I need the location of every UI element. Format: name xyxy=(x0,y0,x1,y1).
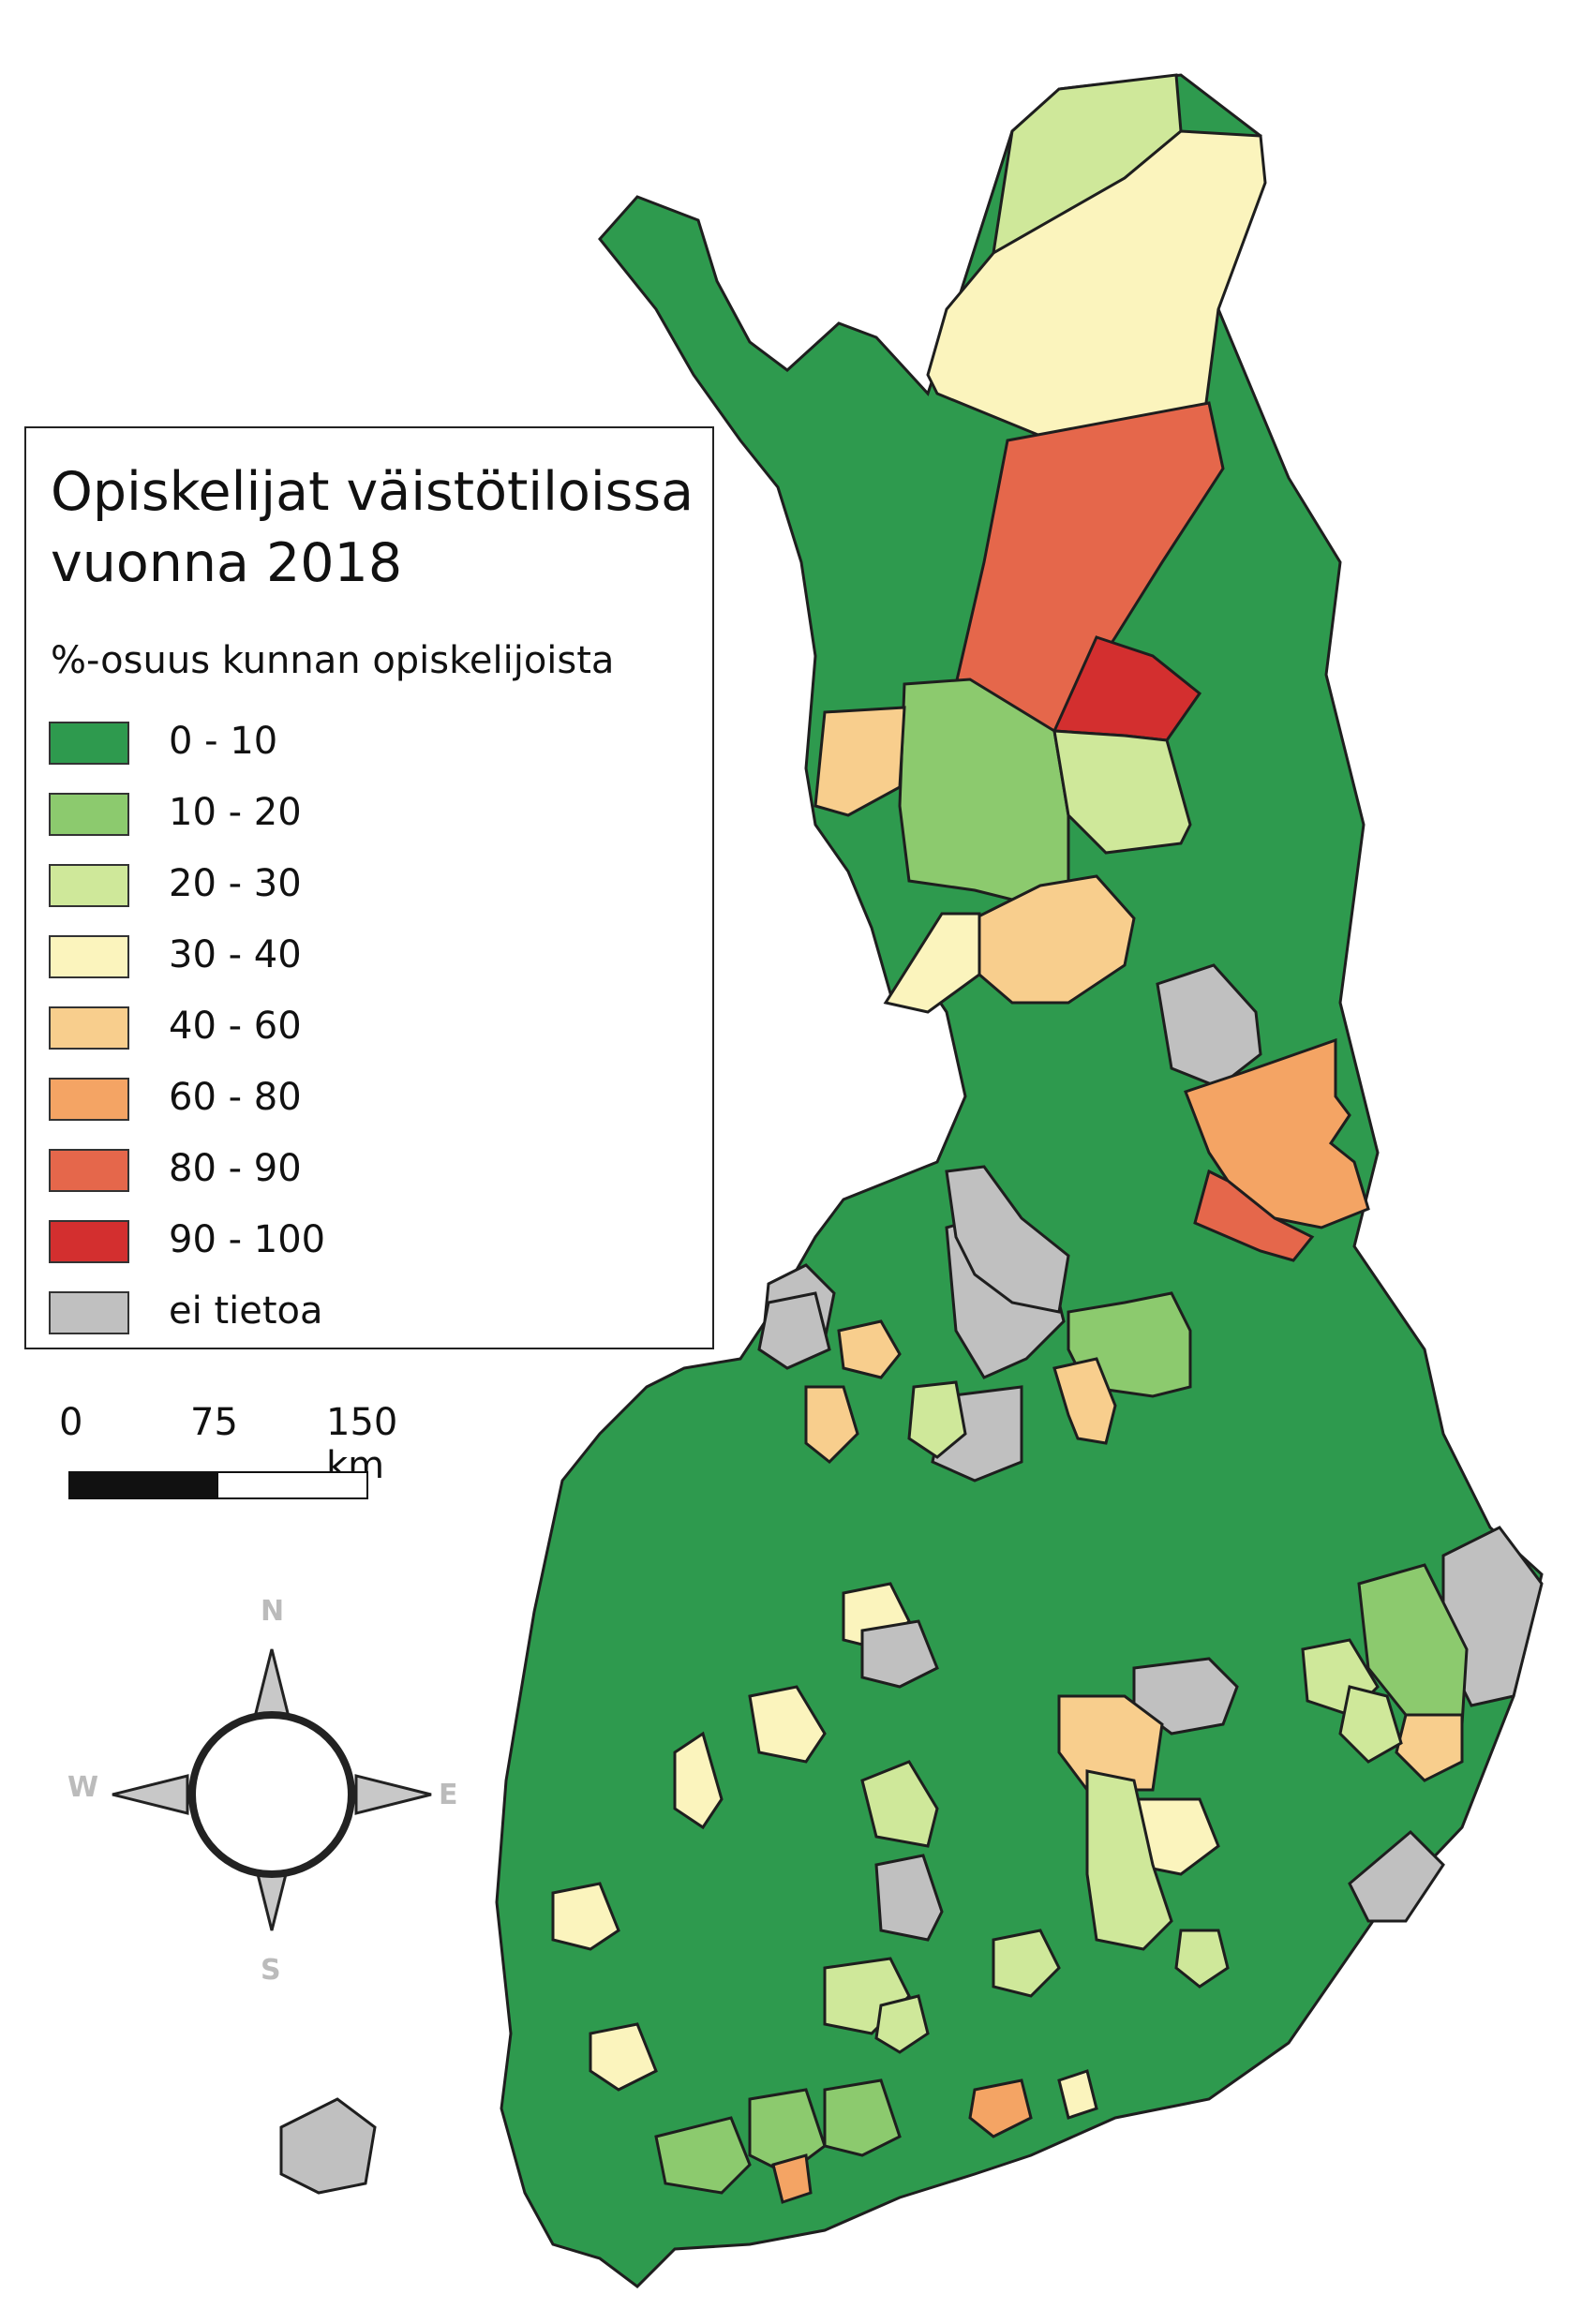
region-seinajoki xyxy=(748,1685,827,1764)
legend-swatch xyxy=(49,1291,129,1334)
region-nivala xyxy=(804,1385,859,1465)
compass-arrow-west xyxy=(112,1774,189,1815)
region-turku xyxy=(654,2116,752,2195)
compass-letter-e: E xyxy=(439,1779,458,1811)
region-jyvaskyla xyxy=(1085,1769,1173,1951)
legend-title: Opiskelijat väistötiloissa vuonna 2018 xyxy=(51,461,694,594)
legend-swatch xyxy=(49,1149,129,1192)
region-helsinki xyxy=(968,2078,1033,2138)
compass-rose xyxy=(112,1648,432,1931)
compass-letter-n: N xyxy=(261,1595,285,1628)
region-lahti xyxy=(992,1929,1061,1998)
legend-swatch xyxy=(49,1078,129,1121)
compass-letter-s: S xyxy=(261,1954,281,1987)
legend-label: ei tietoa xyxy=(169,1289,323,1333)
scale-segment-black xyxy=(68,1471,218,1499)
region-taivalkoski xyxy=(1193,1169,1315,1262)
legend-subtitle: %-osuus kunnan opiskelijoista xyxy=(51,639,615,682)
legend-swatch xyxy=(49,793,129,836)
legend-swatch xyxy=(49,935,129,978)
region-sodankyla xyxy=(954,401,1225,733)
region-vaasa-gray xyxy=(757,1291,831,1370)
legend-label: 0 - 10 xyxy=(169,720,278,763)
legend-label: 30 - 40 xyxy=(169,933,302,976)
legend-swatch xyxy=(49,1006,129,1050)
legend-swatch xyxy=(49,864,129,907)
region-kemijarvi xyxy=(1052,729,1192,855)
region-kouvola xyxy=(1174,1929,1230,1989)
legend-swatch xyxy=(49,1220,129,1263)
region-keuruu xyxy=(860,1760,939,1848)
scale-label-75: 75 xyxy=(190,1401,238,1444)
legend-swatch xyxy=(49,722,129,765)
legend-label: 60 - 80 xyxy=(169,1076,302,1119)
compass-arrow-east xyxy=(354,1774,432,1815)
legend-label: 10 - 20 xyxy=(169,791,302,834)
region-tampere-gray xyxy=(874,1854,944,1942)
region-rovaniemi xyxy=(973,874,1136,1005)
scale-bar: 0 75 150 km xyxy=(59,1401,397,1523)
region-kolari xyxy=(813,706,906,817)
scale-segment-white xyxy=(216,1471,368,1499)
region-tervola xyxy=(883,912,981,1014)
region-lapua xyxy=(673,1731,724,1830)
region-savonlinna xyxy=(1338,1685,1403,1764)
region-aland-gray xyxy=(279,2097,377,2195)
region-kalajoki xyxy=(837,1319,902,1379)
legend-label: 80 - 90 xyxy=(169,1147,302,1190)
region-hyvinkaa xyxy=(874,1994,930,2054)
compass-letter-w: W xyxy=(67,1771,99,1804)
scale-label-0: 0 xyxy=(59,1401,83,1444)
legend: Opiskelijat väistötiloissa vuonna 2018 %… xyxy=(24,426,714,1349)
region-vaala xyxy=(1052,1357,1117,1445)
region-porvoo xyxy=(1057,2069,1098,2120)
compass-circle xyxy=(188,1711,355,1878)
legend-label: 90 - 100 xyxy=(169,1218,326,1261)
region-salla-gray xyxy=(1156,963,1262,1089)
legend-label: 20 - 30 xyxy=(169,862,302,905)
legend-label: 40 - 60 xyxy=(169,1005,302,1048)
region-pori xyxy=(551,1882,620,1951)
region-inari xyxy=(926,129,1267,438)
region-ylivieska xyxy=(907,1380,967,1459)
region-espoo xyxy=(771,2153,813,2204)
region-lappeenranta-gray xyxy=(1348,1829,1445,1923)
region-kokkola-gray xyxy=(860,1619,939,1689)
region-mikkeli xyxy=(1057,1694,1164,1792)
region-kajaani-gray xyxy=(945,1165,1070,1314)
region-rauma xyxy=(589,2022,658,2092)
region-lohja xyxy=(823,2078,902,2157)
